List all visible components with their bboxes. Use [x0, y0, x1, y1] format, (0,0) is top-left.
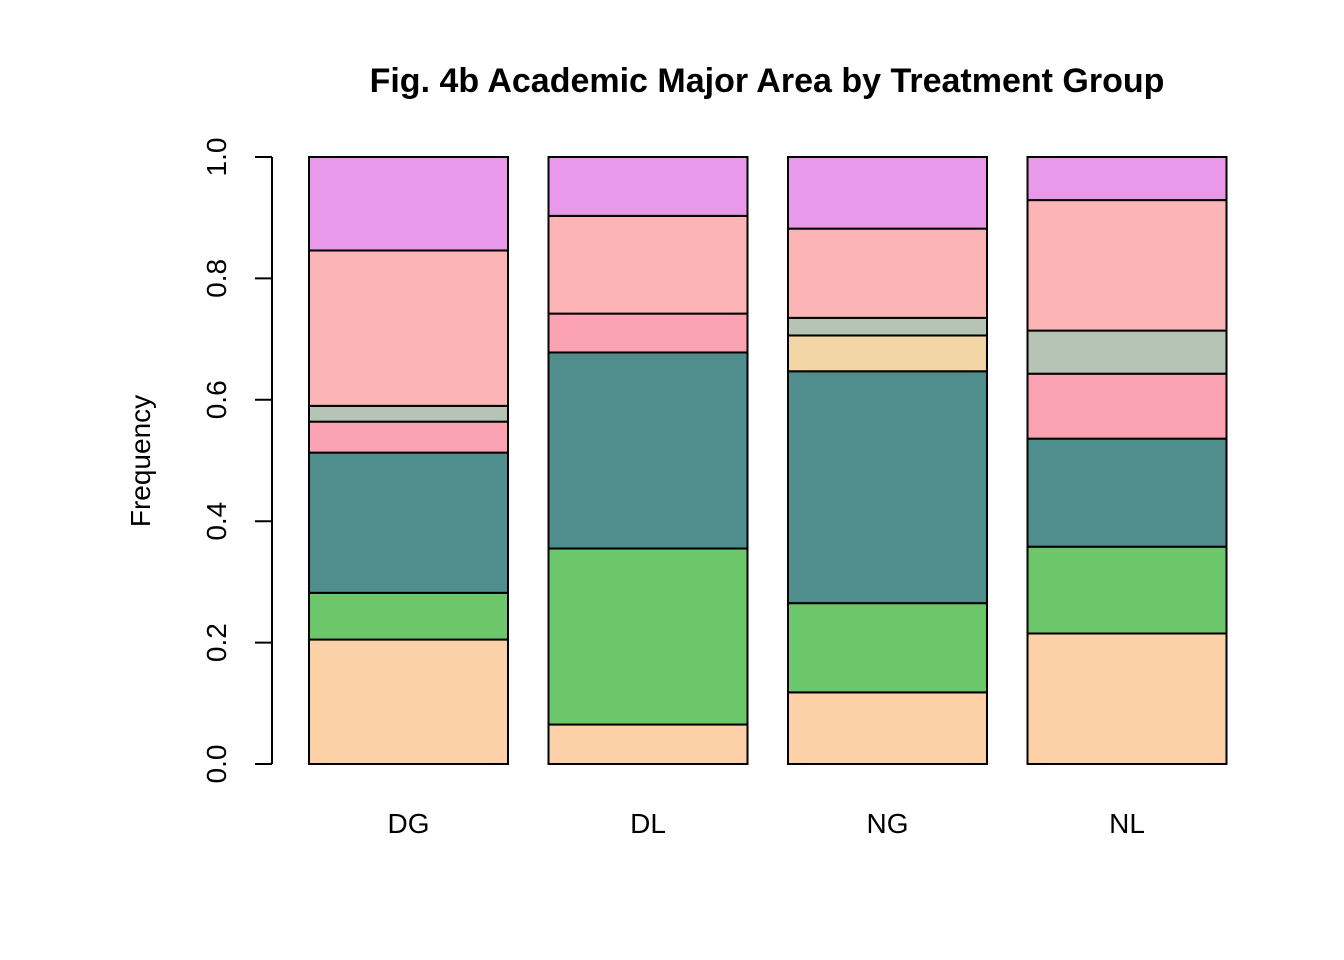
- bar-segment-nl-0: [1026, 632, 1228, 765]
- bar-segment-dl-6: [547, 214, 749, 315]
- bar-segment-nl-2: [1026, 437, 1228, 548]
- bar-segment-dg-5: [308, 404, 509, 423]
- x-tick-label-dl: DL: [630, 808, 666, 839]
- y-tick-label: 0.4: [201, 502, 232, 541]
- y-tick-label: 0.2: [201, 623, 232, 662]
- bar-segment-dg-7: [308, 156, 509, 252]
- bar-segment-ng-4: [787, 334, 988, 373]
- bar-segment-ng-5: [787, 316, 988, 337]
- y-tick-label: 0.8: [201, 259, 232, 298]
- bar-segment-dl-7: [547, 156, 749, 217]
- bar-segment-nl-7: [1026, 156, 1228, 202]
- bar-segment-ng-7: [787, 156, 988, 230]
- bar-segment-ng-6: [787, 227, 988, 319]
- bar-segment-ng-0: [787, 691, 988, 766]
- x-tick-label-dg: DG: [388, 808, 430, 839]
- chart-title: Fig. 4b Academic Major Area by Treatment…: [370, 62, 1165, 100]
- x-tick-label-nl: NL: [1109, 808, 1145, 839]
- x-tick-label-ng: NG: [867, 808, 909, 839]
- y-axis: 0.0 0.2 0.4 0.6 0.8 1.0: [201, 138, 273, 784]
- bar-segment-ng-2: [787, 370, 988, 605]
- bar-segment-dg-0: [308, 638, 509, 765]
- y-tick-label: 0.6: [201, 380, 232, 419]
- bar-segment-dl-2: [547, 351, 749, 550]
- bar-segment-nl-5: [1026, 329, 1228, 375]
- bar-segment-dg-3: [308, 420, 509, 454]
- bars: [308, 156, 1228, 766]
- bar-segment-nl-6: [1026, 199, 1228, 332]
- y-tick-label: 1.0: [201, 138, 232, 177]
- y-axis-label: Frequency: [125, 395, 156, 527]
- bar-segment-dg-2: [308, 451, 509, 594]
- y-tick-label: 0.0: [201, 745, 232, 784]
- bar-segment-dl-3: [547, 312, 749, 354]
- bar-segment-dl-1: [547, 547, 749, 726]
- x-axis-labels: DG DL NG NL: [388, 808, 1145, 839]
- bar-segment-dg-6: [308, 249, 509, 407]
- bar-segment-dg-1: [308, 591, 509, 641]
- bar-segment-nl-1: [1026, 545, 1228, 635]
- bar-segment-nl-3: [1026, 372, 1228, 440]
- bar-segment-dl-0: [547, 723, 749, 765]
- bar-segment-ng-1: [787, 602, 988, 694]
